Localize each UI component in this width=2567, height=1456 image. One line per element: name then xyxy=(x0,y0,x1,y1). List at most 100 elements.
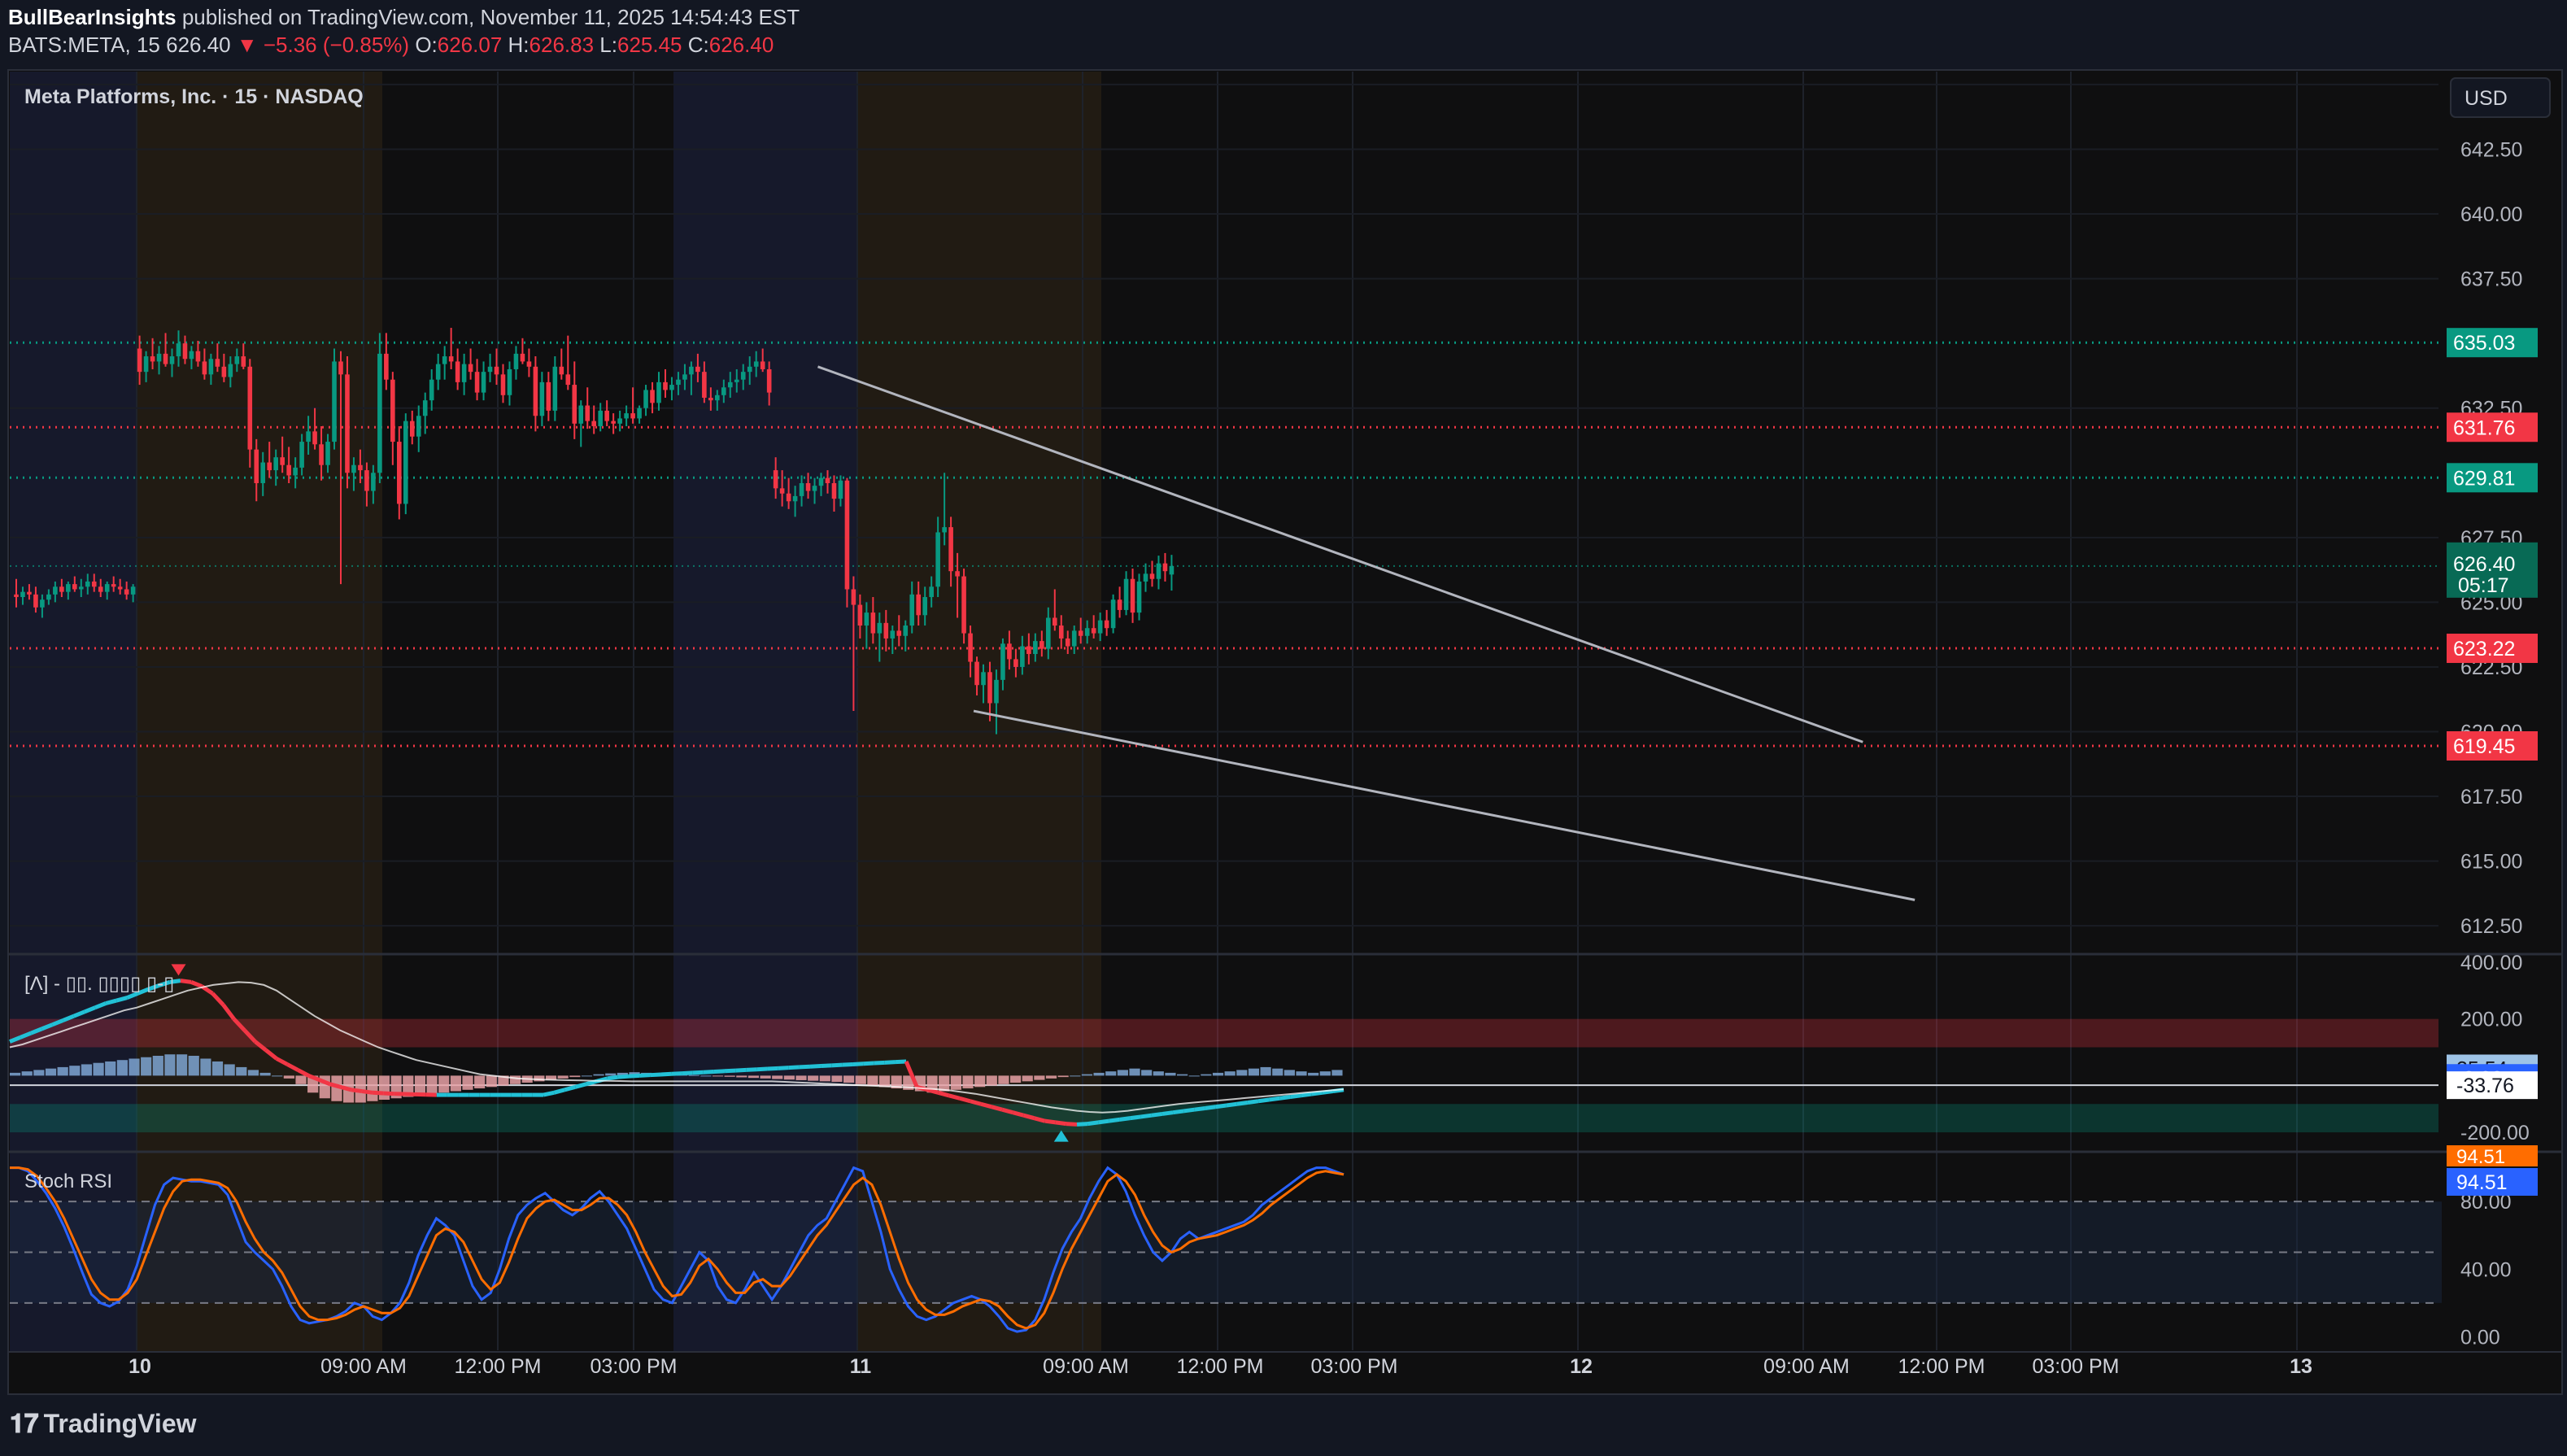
oscillator-segment xyxy=(1268,1096,1280,1102)
candle-body xyxy=(1156,563,1161,579)
oscillator-segment xyxy=(904,1060,919,1088)
oscillator-segment xyxy=(543,1090,555,1097)
candle-body xyxy=(669,385,674,390)
candle-body xyxy=(520,353,525,362)
candle-body xyxy=(747,366,752,373)
oscillator-segment xyxy=(1033,1116,1046,1123)
histogram-bar xyxy=(152,1055,163,1076)
oscillator-segment xyxy=(1001,1107,1013,1115)
candle-body xyxy=(689,366,694,375)
candle-body xyxy=(1097,620,1103,634)
candle-body xyxy=(1130,578,1135,613)
pane-title: Meta Platforms, Inc. · 15 · NASDAQ xyxy=(24,85,364,108)
stoch-rsi-d-value-bg xyxy=(2447,1145,2538,1166)
oscillator-segment xyxy=(1193,1105,1205,1112)
candle-body xyxy=(1065,638,1070,647)
sell-signal-marker xyxy=(171,964,186,976)
price-level-label: 623.22 xyxy=(2453,638,2515,660)
histogram-bar xyxy=(10,1072,21,1076)
oscillator-segment xyxy=(638,1073,651,1078)
histogram-bar xyxy=(1224,1071,1236,1076)
histogram-bar xyxy=(808,1075,819,1081)
oscillator-segment xyxy=(137,987,150,996)
oscillator-segment xyxy=(809,1064,822,1069)
histogram-bar xyxy=(712,1075,724,1077)
price-axis-tick: 615.00 xyxy=(2460,851,2522,874)
currency-button-label[interactable]: USD xyxy=(2465,87,2508,110)
footer-logo[interactable]: 𝟏𝟕 TradingView xyxy=(10,1409,197,1440)
candle-body xyxy=(656,381,661,403)
candle-body xyxy=(909,594,915,626)
low-label: L: xyxy=(599,33,617,57)
candle-body xyxy=(766,368,772,393)
histogram-bar xyxy=(1057,1075,1069,1078)
oscillator-segment xyxy=(1130,1114,1142,1121)
candle-body xyxy=(195,351,201,362)
candle-body xyxy=(1110,599,1116,629)
candle-body xyxy=(72,584,77,590)
time-axis-tick: 12 xyxy=(1570,1355,1593,1378)
candle-body xyxy=(961,576,966,634)
histogram-bar xyxy=(510,1075,521,1084)
oscillator-segment xyxy=(1247,1099,1259,1105)
candle-body xyxy=(851,589,856,605)
candle-body xyxy=(598,410,603,426)
histogram-bar xyxy=(462,1075,473,1090)
histogram-bar xyxy=(1010,1075,1022,1083)
histogram-bar xyxy=(878,1075,891,1088)
histogram-bar xyxy=(259,1072,271,1076)
time-axis-tick: 03:00 PM xyxy=(1310,1355,1397,1378)
candle-body xyxy=(1013,659,1018,667)
histogram-bar xyxy=(795,1075,807,1080)
candle-body xyxy=(643,390,648,408)
candle-body xyxy=(695,366,700,373)
candle-body xyxy=(890,630,896,639)
candle-body xyxy=(163,353,168,364)
oscillator-segment xyxy=(383,1091,394,1096)
candle-body xyxy=(1117,599,1122,610)
oscillator-segment xyxy=(190,980,203,988)
candle-body xyxy=(78,586,84,590)
histogram-bar xyxy=(81,1064,93,1076)
candle-body xyxy=(247,366,253,450)
candle-body xyxy=(786,493,791,502)
candle-body xyxy=(1058,626,1064,639)
histogram-bar xyxy=(378,1075,390,1101)
candle-body xyxy=(715,395,720,401)
candle-body xyxy=(202,361,207,375)
candle-body xyxy=(422,400,428,416)
price-axis-tick: 637.50 xyxy=(2460,268,2522,291)
stoch-rsi-axis-tick: 0.00 xyxy=(2460,1326,2500,1349)
histogram-bar xyxy=(831,1075,843,1083)
candle-body xyxy=(1143,573,1148,582)
candle-body xyxy=(40,599,45,608)
time-axis-tick: 09:00 AM xyxy=(1043,1355,1129,1378)
candle-body xyxy=(1169,565,1175,575)
candle-body xyxy=(156,353,162,362)
candle-body xyxy=(779,488,785,494)
histogram-bar xyxy=(367,1075,378,1101)
price-level-label: 619.45 xyxy=(2453,735,2515,758)
oscillator-segment xyxy=(1055,1120,1067,1127)
oscillator-segment xyxy=(553,1088,565,1095)
oscillator-segment xyxy=(959,1096,971,1104)
oscillator-segment xyxy=(970,1099,982,1106)
histogram-bar xyxy=(998,1075,1009,1084)
histogram-bar xyxy=(1331,1070,1343,1076)
stoch-rsi-k-value: 94.51 xyxy=(2456,1171,2508,1194)
oscillator-segment xyxy=(180,979,192,984)
oscillator-segment xyxy=(105,998,117,1005)
candle-body xyxy=(864,612,869,626)
histogram-bar xyxy=(1284,1070,1295,1076)
candle-body xyxy=(948,527,953,572)
publisher-name[interactable]: BullBearInsights xyxy=(8,5,177,29)
oscillator-segment xyxy=(1109,1117,1120,1123)
open-value: 626.07 xyxy=(437,33,503,57)
candle-body xyxy=(325,442,330,465)
candle-body xyxy=(455,361,460,382)
price-axis-tick: 640.00 xyxy=(2460,203,2522,226)
oscillator-segment xyxy=(221,1003,236,1021)
oscillator-segment xyxy=(713,1069,726,1074)
candle-body xyxy=(617,418,622,424)
